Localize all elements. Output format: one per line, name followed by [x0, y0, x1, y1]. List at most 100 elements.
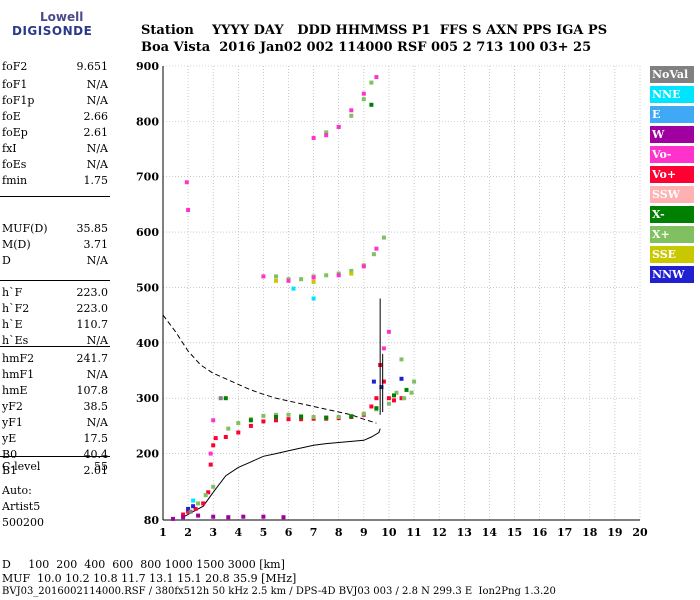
param-row: yF1 N/A	[2, 416, 108, 430]
param-value: N/A	[86, 416, 108, 429]
param-row: yF2 38.5	[2, 400, 108, 414]
param-row: foEs N/A	[2, 158, 108, 172]
echo-point	[361, 91, 366, 96]
param-value: 3.71	[83, 238, 109, 251]
legend-item-nnw: NNW	[650, 266, 694, 283]
profile-solid-line	[182, 428, 381, 518]
param-name: h`E	[2, 318, 23, 331]
echo-point	[412, 379, 417, 384]
param-value: 35.85	[76, 222, 109, 235]
header-line-1: Station YYYY DAY DDD HHMMSS P1 FFS S AXN…	[141, 23, 608, 38]
echo-point	[274, 274, 278, 279]
echo-point	[186, 506, 191, 511]
echo-point	[369, 102, 374, 107]
param-name: h`F	[2, 286, 23, 299]
echo-point	[349, 268, 354, 273]
echo-point	[402, 396, 406, 401]
echo-point	[399, 396, 404, 401]
echo-point	[381, 346, 386, 351]
ionogram-chart: 1 2 3 4 5 6 7 8 9 10 11 12 13 14 15 16 17 18 19 20802003004…	[136, 60, 648, 539]
echo-point	[324, 415, 329, 420]
echo-point	[186, 208, 191, 212]
separator	[0, 196, 110, 197]
x-tick-label: 3	[209, 526, 217, 539]
param-row: hmF2 241.7	[2, 352, 108, 366]
param-row: h`Es N/A	[2, 334, 108, 348]
echo-point	[206, 490, 211, 495]
echo-point	[324, 133, 329, 138]
param-name: yF1	[2, 416, 23, 429]
x-tick-label: 8	[335, 526, 343, 539]
echo-point	[184, 180, 189, 185]
param-row: h`F2 223.0	[2, 302, 108, 316]
echo-point	[193, 506, 198, 511]
echo-point	[248, 418, 253, 423]
param-name: foE	[2, 110, 21, 123]
param-row: D N/A	[2, 254, 108, 268]
echo-point	[299, 417, 304, 422]
param-row: M(D) 3.71	[2, 238, 108, 252]
echo-point	[311, 415, 316, 419]
echo-point	[274, 415, 278, 419]
param-value: N/A	[86, 334, 108, 347]
y-tick-label: 600	[136, 226, 159, 239]
echo-point	[381, 379, 386, 384]
x-tick-label: 10	[381, 526, 397, 539]
echo-point	[223, 396, 228, 401]
echo-point	[371, 252, 376, 257]
echo-point	[324, 130, 329, 135]
echo-point	[349, 271, 354, 276]
header-line-2: Boa Vista 2016 Jan02 002 114000 RSF 005 …	[141, 40, 592, 55]
footer-file-row: BVJ03_2016002114000.RSF / 380fx512h 50 k…	[2, 586, 556, 597]
footer-distance-row: D 100 200 400 600 800 1000 1500 3000 [km…	[2, 558, 285, 571]
legend-item-sse: SSE	[650, 246, 694, 263]
param-row: foF1 N/A	[2, 78, 108, 92]
echo-point	[394, 390, 399, 395]
echo-point	[186, 509, 191, 514]
echo-point	[236, 430, 241, 435]
echo-point	[392, 393, 396, 398]
legend-item-noval: NoVal	[650, 66, 694, 83]
param-name: yF2	[2, 400, 23, 413]
x-tick-label: 16	[532, 526, 548, 539]
echo-point	[208, 462, 213, 467]
echo-point	[349, 108, 354, 113]
param-name: B0	[2, 448, 18, 461]
echo-point	[281, 515, 286, 520]
echo-point	[181, 512, 186, 517]
y-tick-label: 200	[136, 448, 159, 461]
echo-point	[248, 423, 253, 428]
echo-point	[311, 296, 316, 301]
echo-point	[261, 413, 266, 418]
param-row: B0 40.4	[2, 448, 108, 462]
separator	[0, 346, 110, 347]
param-value: 55	[94, 460, 108, 473]
echo-point	[211, 418, 216, 423]
param-name: fxI	[2, 142, 17, 155]
y-tick-label: 400	[136, 337, 159, 350]
y-tick-label: 300	[136, 392, 159, 405]
echo-point	[381, 235, 386, 240]
echo-point	[336, 124, 341, 129]
param-name: foEs	[2, 158, 27, 171]
param-name: foF2	[2, 60, 28, 73]
echo-point	[409, 390, 414, 395]
echo-point	[361, 97, 366, 102]
param-row: hmF1 N/A	[2, 368, 108, 382]
echo-point	[374, 246, 379, 251]
footer-muf-row: MUF 10.0 10.2 10.8 11.7 13.1 15.1 20.8 3…	[2, 572, 297, 585]
legend-item-x: X-	[650, 206, 694, 223]
legend-item-vo: Vo+	[650, 166, 694, 183]
param-value: N/A	[86, 158, 108, 171]
param-name: foF1	[2, 78, 28, 91]
auto-label: Auto:	[2, 484, 32, 497]
echo-point	[349, 113, 354, 118]
echo-point	[336, 273, 341, 278]
x-tick-label: 5	[260, 526, 268, 539]
y-tick-label: 800	[136, 115, 159, 128]
echo-point	[261, 419, 266, 424]
echo-point	[371, 379, 376, 384]
auto-code: 500200	[2, 516, 44, 529]
echo-point	[369, 404, 374, 409]
echo-point	[336, 415, 341, 419]
